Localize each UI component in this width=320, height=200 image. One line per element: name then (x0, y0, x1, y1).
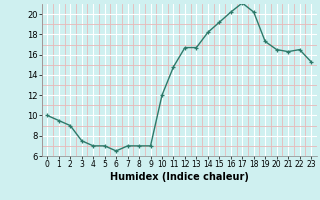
X-axis label: Humidex (Indice chaleur): Humidex (Indice chaleur) (110, 172, 249, 182)
